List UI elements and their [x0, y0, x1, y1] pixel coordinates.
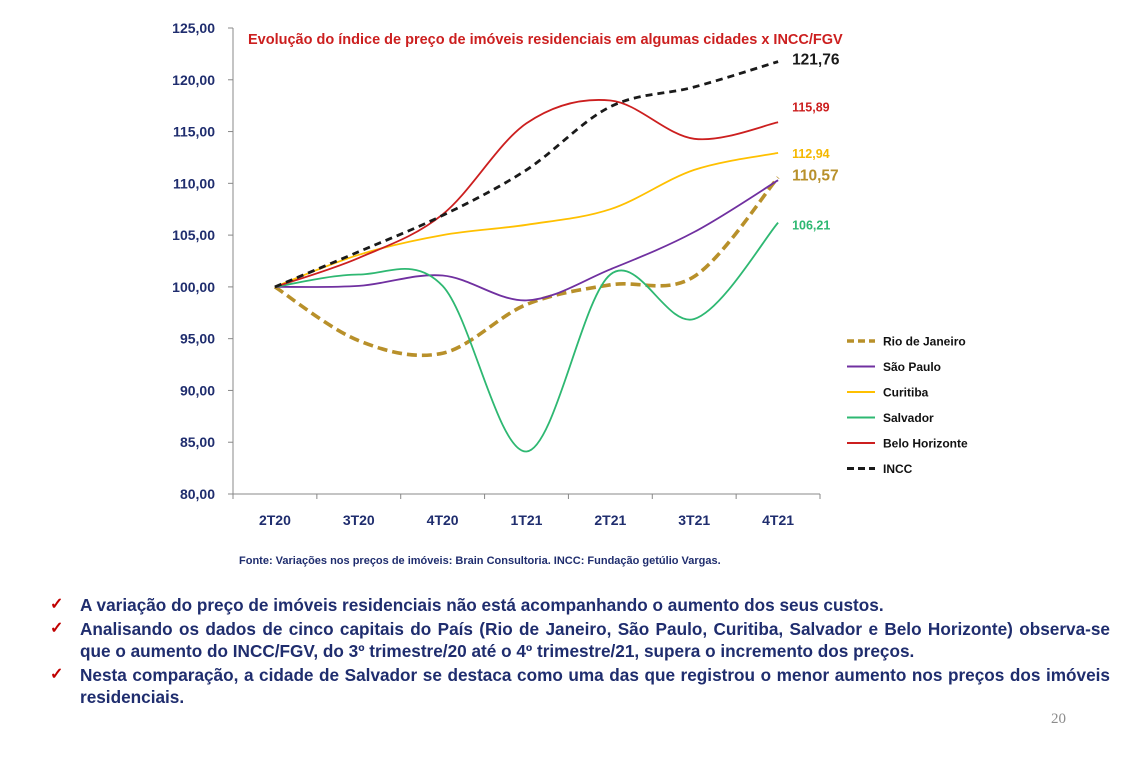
y-tick-label: 80,00 — [180, 486, 215, 502]
bullet-text: A variação do preço de imóveis residenci… — [80, 595, 884, 615]
x-tick-label: 1T21 — [511, 512, 543, 528]
bullet-text: Nesta comparação, a cidade de Salvador s… — [80, 665, 1110, 707]
chart-title: Evolução do índice de preço de imóveis r… — [248, 32, 843, 48]
line-chart: Evolução do índice de preço de imóveis r… — [172, 20, 968, 528]
y-tick-label: 105,00 — [172, 227, 215, 243]
y-tick-label: 110,00 — [173, 175, 215, 191]
check-icon: ✓ — [50, 666, 64, 683]
legend-label: Rio de Janeiro — [883, 335, 966, 349]
source-note: Fonte: Variações nos preços de imóveis: … — [239, 555, 721, 567]
legend-label: Belo Horizonte — [883, 437, 968, 451]
bullet-list: ✓ A variação do preço de imóveis residen… — [50, 594, 1110, 710]
x-tick-label: 2T20 — [259, 512, 291, 528]
check-icon: ✓ — [50, 596, 64, 613]
value-label: 110,57 — [792, 167, 839, 184]
y-tick-label: 120,00 — [172, 72, 215, 88]
check-icon: ✓ — [50, 620, 64, 637]
value-label: 112,94 — [792, 147, 830, 161]
series-line-são-paulo — [274, 179, 779, 302]
series-line-incc — [274, 60, 779, 289]
page-number: 20 — [1051, 711, 1066, 727]
y-tick-label: 85,00 — [180, 434, 215, 450]
series-line-rio-de-janeiro — [273, 176, 780, 358]
legend-label: Salvador — [883, 411, 934, 425]
x-tick-label: 2T21 — [594, 512, 626, 528]
legend-label: Curitiba — [883, 386, 929, 400]
series-line-belo-horizonte — [274, 99, 779, 288]
value-label: 121,76 — [792, 52, 840, 69]
bullet-item: ✓ A variação do preço de imóveis residen… — [50, 594, 1110, 616]
y-tick-label: 90,00 — [180, 382, 215, 398]
x-tick-label: 4T21 — [762, 512, 794, 528]
x-tick-label: 3T21 — [678, 512, 710, 528]
legend-label: São Paulo — [883, 360, 941, 374]
bullet-text: Analisando os dados de cinco capitais do… — [80, 619, 1110, 661]
chart-legend: Rio de Janeiro São Paulo Curitiba Salvador B… — [847, 335, 968, 476]
chart-series — [273, 60, 780, 453]
y-tick-label: 100,00 — [172, 279, 215, 295]
series-line-curitiba — [274, 152, 779, 288]
value-label: 106,21 — [792, 219, 830, 233]
value-label: 115,89 — [792, 100, 830, 114]
x-tick-label: 3T20 — [343, 512, 375, 528]
bullet-item: ✓ Analisando os dados de cinco capitais … — [50, 618, 1110, 662]
y-tick-label: 115,00 — [173, 124, 215, 140]
y-tick-label: 95,00 — [180, 331, 215, 347]
chart-annotations: 121,76 115,89 112,94 110,57 106,21 — [792, 52, 840, 233]
y-tick-label: 125,00 — [172, 20, 215, 36]
legend-label: INCC — [883, 462, 913, 476]
series-line-salvador — [274, 222, 779, 453]
chart-axes: 80,00 85,00 90,00 95,00 100,00 105,00 110,00 11… — [172, 20, 821, 528]
x-tick-label: 4T20 — [427, 512, 459, 528]
bullet-item: ✓ Nesta comparação, a cidade de Salvador… — [50, 664, 1110, 708]
